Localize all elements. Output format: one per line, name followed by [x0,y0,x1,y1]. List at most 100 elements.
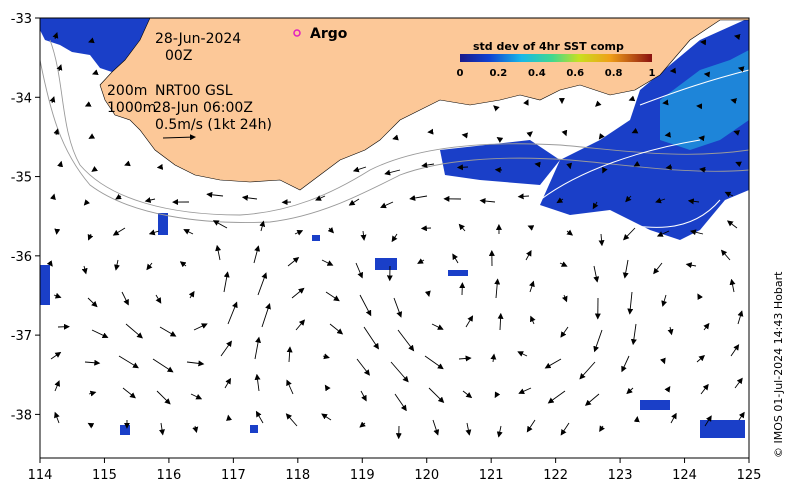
current-vector-arrow [560,422,570,436]
current-vector-arrow [363,326,379,350]
current-vector-arrow [566,229,574,236]
y-tick-label: -33 [11,12,32,27]
current-vector-arrow [602,166,608,174]
current-vector-arrow [226,414,233,421]
current-vector-arrow [598,133,605,140]
current-vector-arrow [733,130,740,136]
current-vector-arrow [146,262,153,271]
current-vector-arrow [630,323,637,346]
current-vector-arrow [255,410,264,424]
current-vector-arrow [417,258,425,264]
current-vector-arrow [294,230,304,236]
current-vector-arrow [355,262,364,279]
current-vector-arrow [54,380,60,392]
current-vector-arrow [421,162,435,169]
current-vector-arrow [259,220,266,232]
current-vector-arrow [53,292,62,299]
colorbar-ticks: 0 0.2 0.4 0.6 0.8 1 [457,68,656,79]
current-vector-arrow [556,197,564,204]
current-vector-arrow [390,361,409,383]
current-vector-arrow [424,290,431,298]
current-vector-arrow [734,377,743,389]
current-vector-arrow [295,319,306,331]
current-vector-arrow [112,227,126,236]
current-vector-arrow [664,386,671,393]
colorbar-tick-label: 0.2 [490,68,508,79]
current-vector-arrow [325,291,340,302]
current-vector-arrow [359,294,372,317]
current-vector-arrow [192,425,199,434]
current-vector-arrow [397,329,415,352]
current-vector-arrow [327,226,334,234]
current-vector-arrow [738,411,745,421]
current-vector-arrow [593,265,600,283]
current-vector-arrow [479,198,496,205]
hour-label: 00Z [165,48,192,64]
colorbar-tick-label: 0.6 [566,68,584,79]
current-vector-arrow [152,358,174,373]
current-vector-arrow [656,230,670,237]
current-vector-arrow [432,419,440,436]
sst-patches [40,18,749,438]
current-vector-arrow [561,294,568,303]
current-vector-arrow [517,351,528,357]
current-vector-arrow [287,256,300,267]
current-vector-arrow [156,390,171,405]
current-vector-arrow [465,315,474,328]
current-vector-arrow [623,227,636,241]
current-vector-arrow [529,280,535,293]
current-vector-arrow [352,166,367,173]
current-vector-arrow [599,425,605,433]
sst-patch-4 [312,235,320,241]
sst-patch-8 [448,270,468,276]
current-vector-arrow [699,166,707,173]
sst-patch-3 [158,213,168,235]
current-vector-arrow [730,344,740,357]
current-vector-arrow [696,354,705,363]
current-vector-arrow [159,422,165,436]
current-vector-arrow [159,326,177,337]
current-vector-arrow [360,230,367,241]
sst-patch-7 [120,425,130,435]
current-vector-arrow [458,223,466,232]
vector-scale-label: 0.5m/s (1kt 24h) [155,117,272,133]
colorbar-tick-label: 1 [649,68,656,79]
current-vector-arrow [81,265,88,275]
current-vector-arrow [183,229,194,235]
current-vector-arrow [220,340,232,357]
current-vector-arrow [393,297,403,318]
current-vector-arrow [394,393,407,412]
current-vector-arrow [56,64,63,72]
current-vector-arrow [359,421,366,428]
current-vector-arrow [529,315,536,325]
current-vector-arrow [46,260,53,267]
argo-label: Argo [310,26,348,42]
current-vector-arrow [729,278,736,293]
current-vector-arrow [544,358,562,369]
current-vector-arrow [525,249,532,261]
current-vector-arrow [83,199,90,206]
current-vector-arrow [689,229,704,236]
current-vector-arrow [84,359,101,366]
current-vector-arrow [241,194,258,201]
colorbar [460,54,652,62]
contour-white-east [539,69,750,228]
current-vector-arrow [490,353,497,363]
current-vector-arrow [633,160,641,167]
current-vector-arrow [593,329,603,353]
contour-1000m [39,59,750,223]
current-vector-arrow [121,291,129,306]
current-vector-arrow [456,164,469,171]
sst-patch-9 [250,425,258,433]
current-vector-arrow [380,201,394,209]
current-vector-arrow [144,197,156,203]
current-vector-arrow [527,225,535,231]
current-vector-arrow [598,233,605,247]
x-tick-label: 121 [479,468,504,483]
depth-200-label: 200m [107,83,147,99]
current-vector-arrow [559,261,568,267]
scale-arrow [162,134,196,141]
current-vector-arrow [391,233,398,243]
current-vector-arrow [179,261,187,268]
